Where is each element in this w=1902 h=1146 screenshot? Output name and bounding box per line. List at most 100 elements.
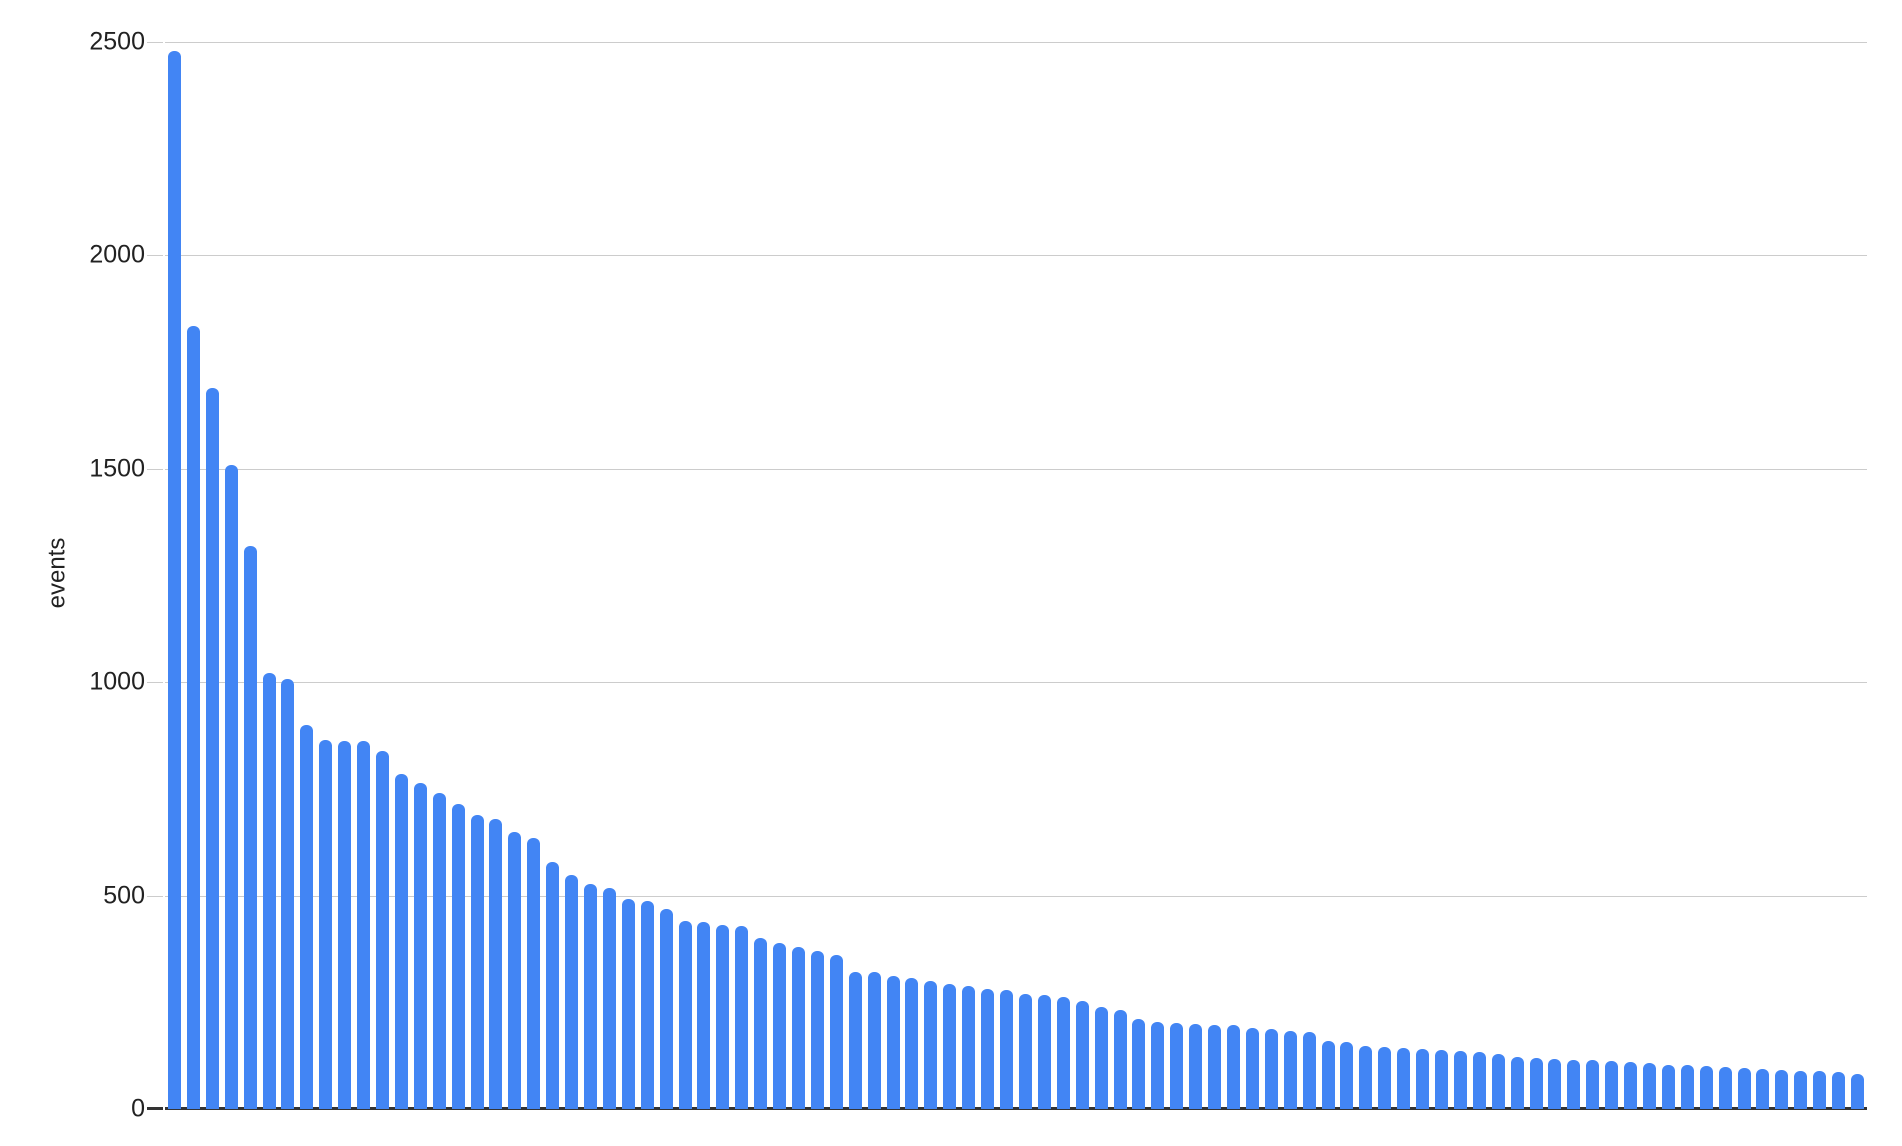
- bar[interactable]: [1472, 1051, 1486, 1109]
- bar[interactable]: [1661, 1064, 1675, 1109]
- bar[interactable]: [527, 837, 541, 1109]
- bar[interactable]: [829, 954, 843, 1109]
- bar[interactable]: [319, 739, 333, 1109]
- bar[interactable]: [432, 793, 446, 1109]
- bar[interactable]: [281, 678, 295, 1109]
- bar[interactable]: [1037, 994, 1051, 1109]
- bar[interactable]: [1113, 1009, 1127, 1109]
- bar[interactable]: [1491, 1053, 1505, 1109]
- bar[interactable]: [1170, 1022, 1184, 1109]
- bar[interactable]: [848, 971, 862, 1109]
- bar[interactable]: [1283, 1031, 1297, 1109]
- bar[interactable]: [1453, 1050, 1467, 1109]
- bar[interactable]: [243, 546, 257, 1109]
- bar[interactable]: [546, 862, 560, 1109]
- bar[interactable]: [167, 50, 181, 1109]
- bar[interactable]: [1245, 1027, 1259, 1109]
- bar[interactable]: [1378, 1047, 1392, 1109]
- bar[interactable]: [584, 883, 597, 1109]
- bar[interactable]: [1851, 1074, 1865, 1109]
- bar[interactable]: [1189, 1023, 1203, 1109]
- bar[interactable]: [1340, 1041, 1354, 1109]
- bar[interactable]: [905, 977, 919, 1109]
- bar[interactable]: [413, 782, 427, 1109]
- bar[interactable]: [735, 926, 749, 1109]
- bar[interactable]: [678, 921, 692, 1109]
- bar[interactable]: [1605, 1061, 1619, 1109]
- bar[interactable]: [1018, 993, 1032, 1109]
- bar[interactable]: [1264, 1028, 1278, 1109]
- bar[interactable]: [1586, 1060, 1600, 1109]
- y-axis-title: events: [43, 537, 71, 609]
- bar[interactable]: [754, 938, 768, 1109]
- bar[interactable]: [357, 741, 371, 1109]
- bar[interactable]: [1813, 1071, 1827, 1109]
- bar[interactable]: [924, 980, 938, 1109]
- bar[interactable]: [1435, 1050, 1448, 1109]
- y-axis-tick-label: 500: [103, 881, 145, 910]
- bar[interactable]: [224, 465, 238, 1109]
- bar[interactable]: [621, 899, 635, 1109]
- bar[interactable]: [1397, 1048, 1411, 1109]
- bar[interactable]: [792, 946, 806, 1109]
- bar[interactable]: [470, 814, 484, 1109]
- bar[interactable]: [394, 773, 408, 1109]
- bar[interactable]: [1756, 1068, 1770, 1109]
- bar[interactable]: [773, 943, 787, 1109]
- bar[interactable]: [1548, 1058, 1562, 1109]
- bar[interactable]: [867, 972, 881, 1109]
- bar[interactable]: [1075, 1001, 1089, 1109]
- bar[interactable]: [489, 818, 503, 1109]
- bar[interactable]: [262, 672, 276, 1109]
- bar[interactable]: [1359, 1045, 1373, 1109]
- bar[interactable]: [451, 803, 465, 1109]
- bar[interactable]: [1056, 997, 1070, 1109]
- bar[interactable]: [1624, 1062, 1638, 1109]
- bar[interactable]: [1529, 1057, 1543, 1109]
- bar[interactable]: [697, 922, 711, 1109]
- bar[interactable]: [1737, 1068, 1751, 1109]
- bar[interactable]: [1416, 1049, 1430, 1109]
- bar[interactable]: [1510, 1056, 1524, 1109]
- y-axis-tick: [147, 895, 163, 897]
- bar[interactable]: [1226, 1025, 1240, 1109]
- bar[interactable]: [1832, 1072, 1846, 1109]
- bar[interactable]: [943, 984, 957, 1109]
- bar[interactable]: [1132, 1019, 1146, 1109]
- bar[interactable]: [375, 751, 389, 1109]
- bar[interactable]: [1321, 1040, 1335, 1109]
- bar[interactable]: [810, 951, 824, 1109]
- bar[interactable]: [1208, 1024, 1222, 1109]
- bar[interactable]: [1718, 1067, 1732, 1109]
- bar[interactable]: [1302, 1032, 1316, 1109]
- bar[interactable]: [205, 387, 219, 1109]
- y-axis-tick-label: 1500: [89, 454, 145, 483]
- bar[interactable]: [1094, 1007, 1108, 1109]
- bar[interactable]: [640, 900, 654, 1109]
- gridline: [165, 42, 1867, 43]
- bar-series: [165, 42, 1867, 1109]
- bar[interactable]: [300, 724, 314, 1109]
- bar[interactable]: [1680, 1065, 1694, 1109]
- bar[interactable]: [1699, 1066, 1713, 1109]
- bar[interactable]: [338, 741, 352, 1109]
- bar[interactable]: [962, 986, 976, 1109]
- bar[interactable]: [1643, 1062, 1657, 1109]
- bar[interactable]: [1567, 1059, 1581, 1109]
- bar[interactable]: [886, 975, 900, 1109]
- bar[interactable]: [1000, 990, 1014, 1109]
- axis-baseline: [165, 1107, 1867, 1110]
- bar[interactable]: [186, 325, 200, 1109]
- bar[interactable]: [508, 831, 522, 1109]
- y-axis-tick-label: 2500: [89, 27, 145, 56]
- bar[interactable]: [1775, 1069, 1789, 1109]
- bar[interactable]: [602, 887, 616, 1109]
- bar[interactable]: [716, 924, 730, 1109]
- bar[interactable]: [659, 909, 673, 1109]
- bar[interactable]: [565, 875, 579, 1109]
- y-axis-tick: [147, 1107, 163, 1110]
- bar[interactable]: [1794, 1070, 1808, 1109]
- bar[interactable]: [981, 988, 995, 1109]
- bar[interactable]: [1151, 1021, 1165, 1109]
